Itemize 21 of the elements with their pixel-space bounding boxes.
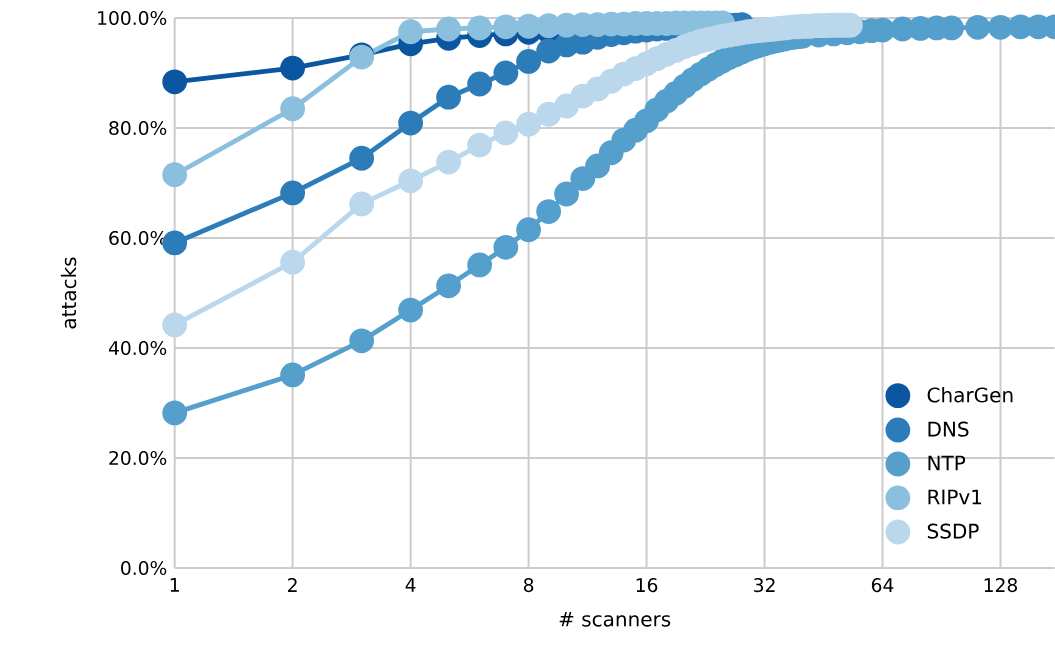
x-tick-label: 64 — [871, 578, 894, 593]
legend-label: DNS — [928, 421, 969, 437]
legend-label: NTP — [928, 455, 966, 471]
legend-label: CharGen — [927, 387, 1013, 403]
y-tick-label: 60.0% — [109, 230, 167, 246]
x-tick-label: 128 — [984, 578, 1018, 593]
y-axis-title: attacks — [60, 257, 77, 329]
legend-label: SSDP — [927, 523, 979, 539]
x-tick-label: 1 — [170, 578, 179, 592]
y-tick-label: 100.0% — [98, 10, 167, 26]
x-tick-label: 8 — [523, 578, 534, 593]
y-tick-label: 20.0% — [109, 450, 167, 466]
y-tick-label: 40.0% — [108, 340, 167, 356]
x-axis-title: # scanners — [559, 611, 671, 627]
x-tick-label: 32 — [754, 578, 775, 593]
x-tick-label: 2 — [288, 578, 297, 592]
y-tick-label: 80.0% — [109, 120, 167, 136]
legend-label: RIPv1 — [928, 489, 982, 505]
y-tick-label: 0.0% — [121, 560, 167, 576]
x-tick-label: 4 — [405, 578, 416, 592]
x-tick-label: 16 — [636, 578, 658, 593]
